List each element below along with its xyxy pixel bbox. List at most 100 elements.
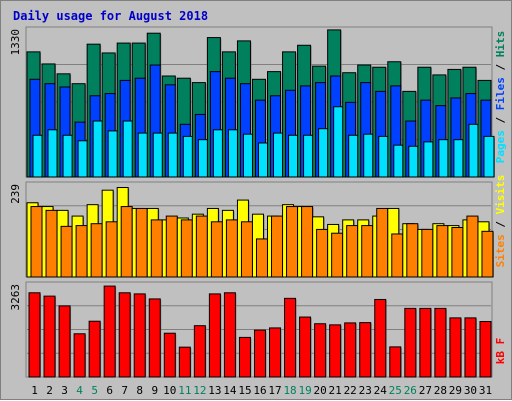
legend-kbytes: kB F [494, 338, 507, 365]
bar-sites-day-30 [466, 215, 479, 278]
x-tick-label-day-3: 3 [61, 384, 68, 397]
bar-kbytes-day-26 [404, 307, 417, 378]
x-tick-label-day-27: 27 [419, 384, 432, 397]
panel-3-ymax-label: 3263 [9, 284, 22, 311]
bar-kbytes-day-9 [148, 298, 161, 378]
bar-pages-day-12 [197, 139, 209, 178]
x-tick-label-day-22: 22 [344, 384, 357, 397]
bar-sites-day-26 [406, 223, 419, 278]
bar-pages-day-4 [77, 140, 89, 178]
bar-pages-day-2 [47, 129, 59, 178]
bar-sites-day-3 [60, 225, 73, 278]
bar-pages-day-3 [62, 134, 74, 178]
bar-kbytes-day-6 [103, 285, 116, 378]
bar-pages-day-13 [212, 129, 224, 178]
x-tick-label-day-13: 13 [208, 384, 221, 397]
bar-pages-day-5 [92, 120, 104, 178]
bar-sites-day-9 [150, 219, 163, 278]
bar-pages-day-1 [32, 134, 44, 178]
bar-kbytes-day-14 [223, 292, 236, 378]
bar-pages-day-21 [333, 106, 345, 178]
x-tick-label-day-16: 16 [253, 384, 266, 397]
bar-pages-day-9 [152, 132, 164, 178]
bar-kbytes-day-30 [464, 317, 477, 378]
legend-sites-visits: Sites / Visits [494, 175, 507, 268]
bar-sites-day-18 [286, 206, 299, 278]
bar-sites-day-21 [331, 232, 344, 278]
bar-pages-day-23 [363, 133, 375, 178]
bar-sites-day-6 [105, 221, 118, 278]
bar-kbytes-day-7 [118, 292, 131, 378]
bar-kbytes-day-19 [299, 316, 312, 378]
bar-kbytes-day-23 [359, 322, 372, 378]
chart-title: Daily usage for August 2018 [13, 9, 208, 23]
bar-sites-day-27 [421, 228, 434, 278]
x-tick-label-day-6: 6 [106, 384, 113, 397]
bar-sites-day-12 [195, 215, 208, 278]
bar-sites-day-29 [451, 227, 464, 278]
bar-kbytes-day-2 [43, 295, 56, 378]
bar-kbytes-day-21 [329, 324, 342, 378]
bar-kbytes-day-12 [193, 325, 206, 378]
bar-sites-day-11 [180, 219, 193, 278]
bar-pages-day-7 [122, 120, 134, 178]
bar-pages-day-20 [318, 128, 330, 178]
panel-2-ymax-label: 239 [9, 184, 22, 204]
bar-sites-day-28 [436, 225, 449, 278]
bar-sites-day-31 [481, 230, 494, 278]
bar-kbytes-day-5 [88, 320, 101, 378]
bar-kbytes-day-22 [344, 322, 357, 378]
bar-kbytes-day-28 [434, 307, 447, 378]
legend-pages-files-hits: Pages / Files / Hits [494, 31, 507, 164]
bar-sites-day-2 [45, 209, 58, 278]
x-tick-label-day-31: 31 [479, 384, 492, 397]
bar-kbytes-day-13 [208, 293, 221, 378]
bar-pages-day-11 [182, 135, 194, 178]
bar-pages-day-17 [273, 132, 285, 178]
x-tick-label-day-19: 19 [298, 384, 311, 397]
bar-sites-day-25 [391, 233, 404, 278]
bar-kbytes-day-29 [449, 317, 462, 378]
bar-sites-day-16 [255, 238, 268, 278]
x-tick-label-day-1: 1 [31, 384, 38, 397]
x-tick-label-day-5: 5 [91, 384, 98, 397]
x-tick-label-day-23: 23 [359, 384, 372, 397]
bar-sites-day-13 [210, 221, 223, 278]
bar-pages-day-28 [438, 139, 450, 178]
panel-1-ymax-label: 1330 [9, 29, 22, 56]
bar-kbytes-day-1 [28, 292, 41, 378]
x-tick-label-day-30: 30 [464, 384, 477, 397]
x-tick-label-day-11: 11 [178, 384, 191, 397]
x-tick-label-day-26: 26 [404, 384, 417, 397]
bar-pages-day-8 [137, 132, 149, 178]
x-tick-label-day-17: 17 [268, 384, 281, 397]
bar-kbytes-day-8 [133, 293, 146, 378]
bar-kbytes-day-3 [58, 305, 71, 378]
bar-kbytes-day-24 [374, 298, 387, 378]
x-tick-label-day-14: 14 [223, 384, 237, 397]
bar-kbytes-day-17 [269, 327, 282, 378]
x-tick-label-day-28: 28 [434, 384, 447, 397]
bar-kbytes-day-20 [314, 323, 327, 378]
bar-sites-day-5 [90, 223, 103, 278]
bar-kbytes-day-18 [284, 297, 297, 378]
bar-pages-day-15 [242, 133, 254, 178]
bar-sites-day-10 [165, 215, 178, 278]
bar-sites-day-17 [271, 215, 284, 278]
x-tick-label-day-9: 9 [151, 384, 158, 397]
bar-sites-day-7 [120, 206, 133, 278]
x-tick-label-day-2: 2 [46, 384, 53, 397]
x-tick-label-day-20: 20 [314, 384, 327, 397]
bar-pages-day-30 [468, 123, 480, 178]
bar-kbytes-day-11 [178, 346, 191, 378]
x-tick-label-day-25: 25 [389, 384, 402, 397]
bar-pages-day-26 [408, 145, 420, 178]
bar-sites-day-8 [135, 207, 148, 278]
x-tick-label-day-10: 10 [163, 384, 176, 397]
bar-pages-day-19 [303, 134, 315, 178]
bar-sites-day-20 [316, 228, 329, 278]
x-tick-label-day-4: 4 [76, 384, 83, 397]
bar-pages-day-10 [167, 132, 179, 178]
bar-sites-day-22 [346, 225, 359, 278]
